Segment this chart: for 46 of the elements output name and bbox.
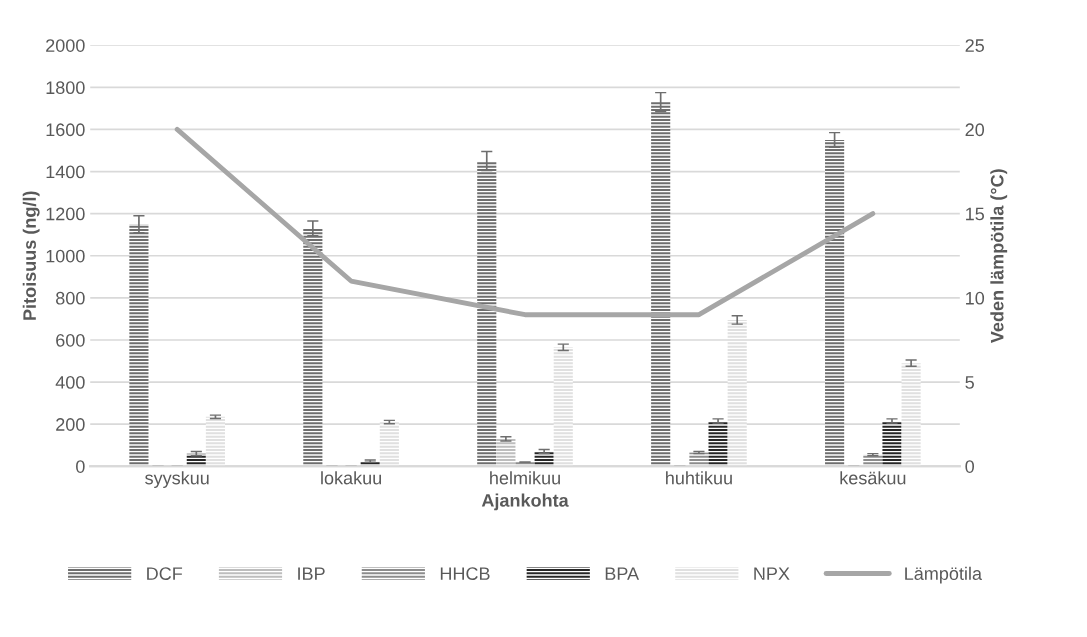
- y-tick-label: 1400: [46, 165, 85, 179]
- legend-label: IBP: [298, 567, 325, 580]
- legend-label: HHCB: [440, 567, 490, 581]
- legend-label: Lämpötila: [905, 566, 983, 584]
- y2-axis-title: Veden lämpötila (°C): [990, 169, 1008, 344]
- legend-label: DCF: [147, 567, 183, 581]
- y-tick-label: 800: [56, 291, 85, 305]
- x-tick-label: kesäkuu: [840, 471, 906, 485]
- y-tick-label: 200: [56, 418, 85, 431]
- y2-tick-label: 0: [965, 460, 975, 473]
- x-tick-label: syyskuu: [145, 471, 209, 488]
- y-tick-label: 1600: [46, 123, 85, 137]
- bar: [689, 452, 709, 467]
- y2-tick-label: 20: [965, 123, 985, 137]
- y-tick-label: 400: [55, 376, 85, 389]
- bar: [825, 139, 845, 467]
- bar: [477, 161, 497, 467]
- y2-tick-label: 15: [966, 207, 985, 221]
- legend-label: NPX: [754, 567, 790, 580]
- bar: [651, 102, 671, 467]
- x-tick-label: helmikuu: [490, 471, 560, 485]
- y-tick-label: 600: [56, 333, 85, 347]
- y2-tick-label: 5: [965, 376, 974, 389]
- y-axis-title: Pitoisuus (ng/l): [22, 191, 40, 320]
- bar: [379, 422, 399, 467]
- bar: [303, 228, 323, 467]
- bar: [901, 363, 921, 467]
- y2-tick-label: 10: [966, 291, 985, 305]
- bar: [129, 224, 149, 467]
- y-tick-label: 1200: [46, 207, 85, 221]
- y-tick-label: 1000: [46, 249, 85, 263]
- bar: [553, 347, 573, 467]
- bar: [205, 416, 226, 467]
- bar: [882, 421, 902, 467]
- y-tick-label: 1800: [46, 81, 85, 95]
- x-tick-label: lokakuu: [321, 471, 382, 485]
- y2-tick-label: 25: [965, 39, 985, 52]
- y-tick-label: 0: [76, 460, 85, 473]
- bar: [727, 319, 747, 467]
- y-tick-label: 2000: [46, 39, 85, 52]
- bar: [496, 438, 516, 467]
- legend-label: BPA: [605, 567, 640, 580]
- line-series: [174, 127, 876, 318]
- x-tick-label: huhtikuu: [666, 471, 732, 485]
- x-axis-title: Ajankohta: [481, 493, 569, 511]
- bar: [708, 421, 728, 467]
